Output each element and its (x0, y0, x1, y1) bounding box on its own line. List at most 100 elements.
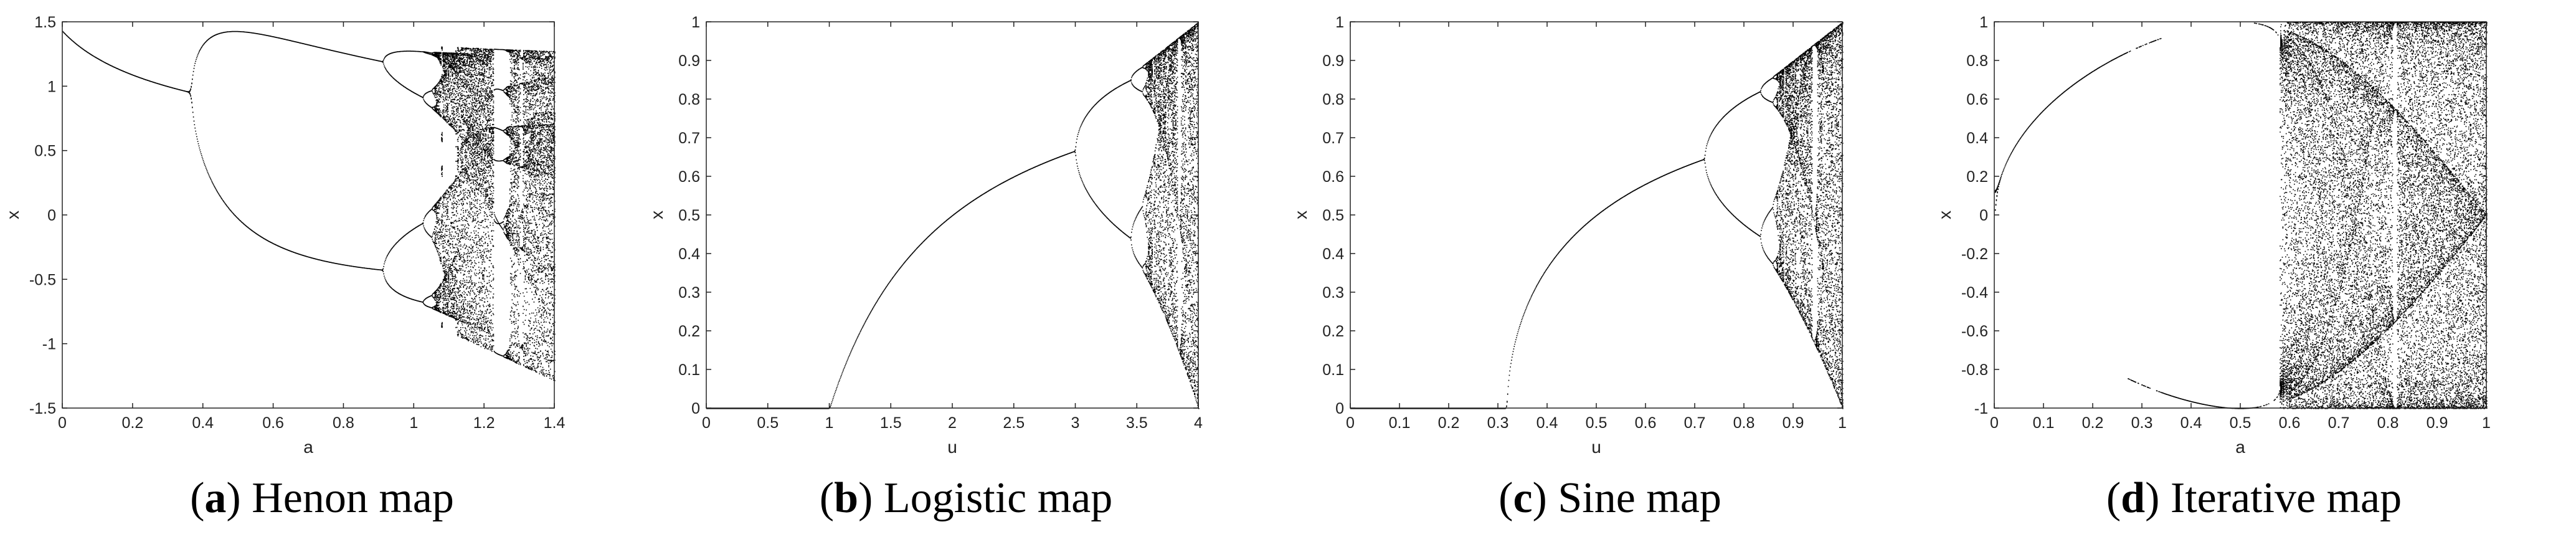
x-tick-label: 0.8 (2377, 414, 2399, 432)
x-tick-label: 2.5 (1003, 414, 1025, 432)
y-axis-label: x (1291, 211, 1310, 219)
y-tick-label: 0.2 (1966, 168, 1988, 186)
caption-logistic: (b) Logistic map (819, 474, 1113, 522)
y-tick-label: 0.7 (678, 130, 700, 147)
y-tick-label: -0.6 (1961, 323, 1988, 340)
x-tick-label: 3 (1071, 414, 1080, 432)
x-axis-label: a (2235, 437, 2245, 457)
bifurcation-points (1350, 22, 1844, 409)
y-tick-label: 0.5 (678, 207, 700, 224)
x-tick-label: 0.1 (1389, 414, 1411, 432)
caption-label: c (1513, 474, 1533, 522)
x-tick-label: 0.4 (192, 414, 214, 432)
y-tick-label: -1 (42, 336, 56, 353)
x-tick-label: 0.5 (1586, 414, 1608, 432)
y-tick-label: 1 (1335, 14, 1344, 31)
axes-box (62, 21, 555, 409)
x-tick-label: 0.2 (121, 414, 143, 432)
x-tick-label: 0.2 (1438, 414, 1460, 432)
y-tick-label: 0.4 (678, 245, 700, 263)
x-tick-label: 0.9 (1783, 414, 1804, 432)
x-tick-label: 0.8 (333, 414, 354, 432)
y-tick-label: -0.4 (1961, 284, 1988, 302)
y-axis-label: x (3, 211, 22, 219)
caption-text: Iterative map (2170, 474, 2402, 522)
x-tick-label: 0.3 (1487, 414, 1509, 432)
y-tick-label: 0.9 (1322, 52, 1344, 70)
y-tick-label: -0.8 (1961, 361, 1988, 379)
y-tick-label: 0.4 (1966, 130, 1988, 147)
x-tick-label: 1.4 (544, 414, 566, 432)
caption-text: Henon map (252, 474, 454, 522)
x-axis-label: u (947, 437, 957, 457)
chart-panel-logistic: 0 0.5 1 1.5 2 2.5 3 3.5 4 0 0.1 0.2 0.3 0.4 0.5 0.6 0.7 0… (644, 0, 1288, 542)
y-tick-label: 0.8 (1322, 91, 1344, 108)
y-tick-label: 0.3 (1322, 284, 1344, 302)
caption-iterative: (d) Iterative map (2106, 474, 2402, 522)
y-tick-label: 0.6 (1322, 168, 1344, 186)
x-tick-label: 3.5 (1126, 414, 1148, 432)
chart-panel-iterative: 0 0.1 0.2 0.3 0.4 0.5 0.6 0.7 0.8 0.9 1 -1 -0.8 -0.6 -… (1932, 0, 2576, 542)
caption-text: Sine map (1558, 474, 1721, 522)
y-tick-label: 1.5 (34, 14, 56, 31)
x-tick-label: 1.5 (880, 414, 902, 432)
x-tick-label: 1 (825, 414, 834, 432)
y-tick-label: 0.8 (678, 91, 700, 108)
x-tick-label: 0.2 (2082, 414, 2104, 432)
x-axis-label: u (1591, 437, 1601, 457)
x-tick-label: 0.5 (2230, 414, 2252, 432)
x-tick-label: 1 (1838, 414, 1847, 432)
y-tick-label: 0.6 (678, 168, 700, 186)
y-tick-label: 0.2 (1322, 323, 1344, 340)
y-tick-label: 0.8 (1966, 52, 1988, 70)
x-tick-label: 0.1 (2033, 414, 2055, 432)
x-tick-label: 2 (948, 414, 957, 432)
x-tick-label: 0.7 (2328, 414, 2350, 432)
y-tick-label: 0.7 (1322, 130, 1344, 147)
caption-text: Logistic map (883, 474, 1113, 522)
bifurcation-points (1994, 22, 2488, 409)
bifurcation-points (706, 22, 1200, 409)
x-tick-label: 0.3 (2131, 414, 2153, 432)
chart-panel-sine: 0 0.1 0.2 0.3 0.4 0.5 0.6 0.7 0.8 0.9 1 0 0.1 0.2 0.3 0… (1288, 0, 1932, 542)
y-tick-label: 0.5 (34, 143, 56, 160)
y-axis-label: x (647, 211, 666, 219)
y-tick-label: 1 (1979, 14, 1988, 31)
y-tick-label: -1 (1974, 400, 1988, 417)
y-tick-label: 0 (1979, 207, 1988, 224)
y-tick-label: -0.5 (29, 271, 56, 288)
x-tick-label: 0.9 (2427, 414, 2448, 432)
x-tick-label: 0.6 (2279, 414, 2301, 432)
x-tick-label: 0.4 (2181, 414, 2202, 432)
x-tick-label: 0 (1346, 414, 1355, 432)
y-tick-label: 0.3 (678, 284, 700, 302)
y-tick-label: 0.4 (1322, 245, 1344, 263)
x-tick-label: 0.4 (1537, 414, 1558, 432)
x-tick-label: 0.7 (1684, 414, 1706, 432)
x-tick-label: 0 (58, 414, 67, 432)
y-tick-label: 1 (47, 78, 56, 95)
henon-bifurcation-chart: 0 0.2 0.4 0.6 0.8 1 1.2 1.4 -1.5 -1 -0.5 0 0.5 1 1.5 a x (3, 14, 566, 457)
y-axis-label: x (1935, 211, 1954, 219)
y-tick-label: 0.9 (678, 52, 700, 70)
y-tick-label: 0.1 (1322, 361, 1344, 379)
y-tick-label: 0 (1335, 400, 1344, 417)
x-tick-label: 0.8 (1733, 414, 1755, 432)
x-tick-label: 0.6 (262, 414, 284, 432)
caption-label: b (834, 474, 858, 522)
y-tick-label: 0.2 (678, 323, 700, 340)
caption-henon: (a) Henon map (190, 474, 454, 522)
iterative-bifurcation-chart: 0 0.1 0.2 0.3 0.4 0.5 0.6 0.7 0.8 0.9 1 -1 -0.8 -0.6 -… (1935, 14, 2491, 457)
caption-label: a (204, 474, 227, 522)
y-tick-label: 1 (691, 14, 700, 31)
x-tick-label: 4 (1194, 414, 1203, 432)
y-tick-label: 0.1 (678, 361, 700, 379)
x-tick-label: 1 (2482, 414, 2491, 432)
axes-box (1994, 21, 2487, 409)
y-tick-label: 0.6 (1966, 91, 1988, 108)
y-tick-label: -0.2 (1961, 245, 1988, 263)
y-tick-label: 0.5 (1322, 207, 1344, 224)
sine-bifurcation-chart: 0 0.1 0.2 0.3 0.4 0.5 0.6 0.7 0.8 0.9 1 0 0.1 0.2 0.3 0… (1291, 14, 1847, 457)
caption-sine: (c) Sine map (1499, 474, 1721, 522)
x-tick-label: 1 (409, 414, 418, 432)
